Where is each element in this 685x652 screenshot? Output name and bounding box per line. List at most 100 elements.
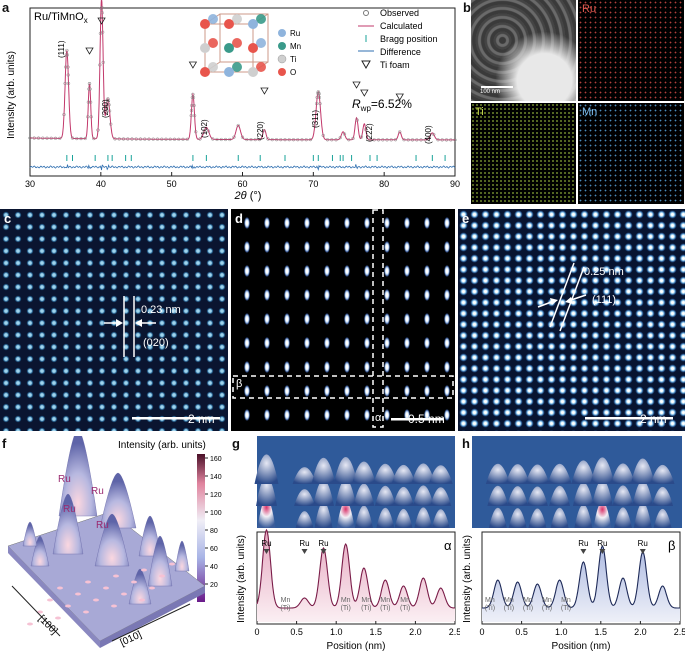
mn-label: Mn bbox=[504, 597, 514, 604]
cbar-tick-label: 20 bbox=[210, 582, 218, 589]
observed-point bbox=[283, 138, 287, 142]
observed-point bbox=[190, 103, 194, 108]
atom bbox=[200, 67, 210, 77]
surface-peak bbox=[391, 464, 416, 484]
ru-label: Ru bbox=[318, 539, 328, 548]
observed-point bbox=[86, 100, 91, 104]
atom bbox=[248, 67, 258, 77]
surface-peak bbox=[313, 479, 335, 506]
observed-point bbox=[66, 73, 70, 77]
observed-point bbox=[444, 138, 449, 142]
observed-point bbox=[266, 137, 270, 141]
atom bbox=[200, 43, 210, 53]
atom bbox=[232, 38, 242, 48]
surface-spot bbox=[141, 568, 147, 572]
observed-point bbox=[308, 137, 313, 142]
observed-point bbox=[126, 137, 130, 141]
tem-image bbox=[471, 0, 576, 101]
panel-letter-f: f bbox=[2, 436, 7, 451]
observed-point bbox=[109, 122, 113, 126]
x-tick-label: 0 bbox=[254, 627, 259, 637]
mn-label: Mn bbox=[281, 597, 291, 604]
surface-peak bbox=[314, 501, 333, 528]
svg-text:Observed: Observed bbox=[380, 8, 419, 18]
surface-spot bbox=[149, 586, 155, 590]
observed-point bbox=[300, 138, 304, 142]
x-tick-label: 1.0 bbox=[330, 627, 343, 637]
observed-point bbox=[440, 138, 444, 142]
ru-marker bbox=[599, 549, 606, 554]
surface-peak bbox=[411, 463, 436, 484]
observed-point bbox=[101, 60, 105, 65]
surface-peak bbox=[613, 507, 632, 528]
atom bbox=[232, 14, 242, 24]
surface-peak bbox=[505, 464, 530, 484]
observed-point bbox=[314, 101, 319, 106]
ti-label: (Ti) bbox=[400, 605, 410, 612]
e-plane: (111) bbox=[592, 294, 617, 306]
observed-point bbox=[66, 81, 71, 86]
rwp-value: Rwp=6.52% bbox=[352, 97, 412, 113]
observed-point bbox=[177, 137, 181, 141]
ti-label: (Ti) bbox=[542, 605, 552, 612]
observed-point bbox=[160, 137, 164, 141]
surface-peak bbox=[591, 479, 613, 506]
observed-point bbox=[86, 115, 90, 119]
observed-point bbox=[330, 138, 334, 142]
surface-peak bbox=[528, 508, 547, 528]
cbar-tick-label: 160 bbox=[210, 456, 222, 463]
panel-letter-b: b bbox=[463, 0, 471, 15]
observed-point bbox=[453, 138, 457, 142]
observed-point bbox=[65, 53, 70, 57]
mn-label: Mn bbox=[542, 597, 552, 604]
d-scale: 0.5 nm bbox=[408, 412, 445, 426]
observed-point bbox=[228, 137, 232, 142]
observed-point bbox=[351, 136, 355, 141]
haadf-image-c bbox=[0, 209, 228, 431]
ti-foam-marker bbox=[352, 81, 361, 89]
observed-point bbox=[104, 108, 108, 112]
surface-spot bbox=[169, 562, 175, 566]
observed-point bbox=[105, 102, 109, 107]
svg-text:Ru: Ru bbox=[91, 486, 104, 497]
observed-point bbox=[198, 137, 202, 141]
surface-spot bbox=[93, 598, 99, 602]
observed-point bbox=[191, 92, 195, 97]
observed-point bbox=[53, 136, 58, 140]
observed-point bbox=[64, 53, 68, 57]
atom bbox=[248, 19, 258, 29]
mn-label: Mn bbox=[361, 597, 371, 604]
hkl-label: (400) bbox=[424, 125, 433, 144]
svg-text:Intensity (arb. units): Intensity (arb. units) bbox=[236, 535, 247, 623]
surface-peak bbox=[590, 457, 615, 484]
ti-map bbox=[471, 103, 576, 204]
observed-point bbox=[70, 136, 75, 140]
svg-text:Ru: Ru bbox=[58, 474, 71, 485]
ru-marker bbox=[580, 549, 587, 554]
x-tick-label: 2.0 bbox=[634, 627, 647, 637]
surface-peak bbox=[431, 509, 450, 528]
e-scale: 2 nm bbox=[640, 412, 667, 426]
observed-point bbox=[117, 137, 121, 141]
observed-point bbox=[368, 138, 372, 142]
observed-point bbox=[215, 137, 219, 142]
ti-label: (Ti) bbox=[504, 605, 514, 612]
ti-label: (Ti) bbox=[341, 605, 351, 612]
surface-peak bbox=[335, 479, 357, 506]
surface-peak bbox=[373, 463, 398, 484]
mn-label: Mn bbox=[380, 597, 390, 604]
atom bbox=[208, 62, 218, 72]
surface-peak bbox=[572, 482, 594, 506]
mn-label: Mn bbox=[400, 597, 410, 604]
observed-point bbox=[49, 136, 53, 140]
observed-point bbox=[372, 138, 376, 142]
ti-foam-marker bbox=[97, 17, 106, 25]
observed-point bbox=[96, 128, 100, 132]
surface-peak bbox=[549, 485, 571, 506]
observed-point bbox=[189, 113, 193, 118]
surface-peak bbox=[508, 508, 527, 528]
observed-point bbox=[41, 136, 45, 140]
atom bbox=[224, 43, 234, 53]
observed-point bbox=[151, 137, 155, 141]
observed-point bbox=[107, 103, 111, 107]
